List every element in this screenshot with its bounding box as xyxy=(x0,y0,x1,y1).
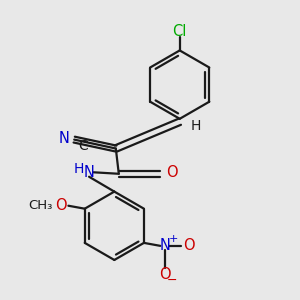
Text: H: H xyxy=(74,162,84,176)
Text: +: + xyxy=(168,234,178,244)
Text: O: O xyxy=(55,198,67,213)
Text: O: O xyxy=(167,165,178,180)
Text: O: O xyxy=(183,238,194,253)
Text: H: H xyxy=(191,119,201,133)
Text: N: N xyxy=(159,238,170,253)
Text: N: N xyxy=(84,165,94,180)
Text: Cl: Cl xyxy=(172,24,187,39)
Text: N: N xyxy=(58,130,69,146)
Text: CH₃: CH₃ xyxy=(28,199,52,212)
Text: −: − xyxy=(167,274,177,286)
Text: C: C xyxy=(78,139,88,152)
Text: O: O xyxy=(159,267,171,282)
